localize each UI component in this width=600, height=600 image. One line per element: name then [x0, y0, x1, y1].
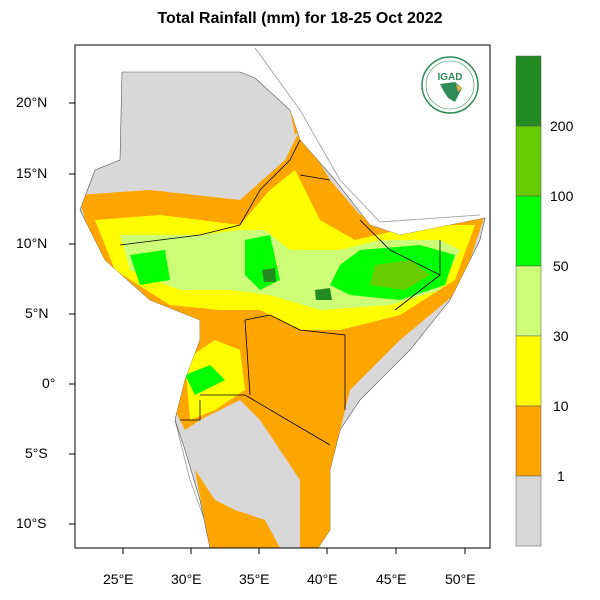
y-tick-label: 5°S — [25, 445, 48, 461]
x-tick-label: 40°E — [307, 571, 338, 587]
coastline — [254, 47, 481, 223]
y-tick-label: 0° — [42, 375, 56, 391]
colorbar-label: 10 — [553, 398, 569, 414]
rain-zone-1-10 — [195, 470, 280, 548]
colorbar-segment — [515, 265, 542, 337]
y-tick-label: 15°N — [16, 165, 48, 181]
colorbar-label: 200 — [550, 118, 574, 134]
map-frame — [74, 44, 491, 549]
x-tick-label: 35°E — [239, 571, 270, 587]
x-tick-label: 50°E — [445, 571, 476, 587]
rain-zone-100-200 — [370, 260, 430, 290]
x-tick-label: 30°E — [171, 571, 202, 587]
x-tick-label: 45°E — [376, 571, 407, 587]
rain-zone-50-100 — [185, 365, 225, 395]
colorbar-label: 100 — [550, 188, 574, 204]
colorbar-label: 50 — [553, 258, 569, 274]
colorbar-label: 1 — [557, 468, 565, 484]
svg-text:IGAD: IGAD — [438, 72, 463, 83]
y-tick-label: 5°N — [25, 305, 49, 321]
map-title: Total Rainfall (mm) for 18-25 Oct 2022 — [157, 10, 443, 27]
colorbar-segment — [515, 55, 542, 127]
y-tick-label: 20°N — [16, 94, 48, 110]
colorbar-segment — [515, 475, 542, 547]
rain-zone-200-plus — [262, 268, 276, 282]
x-tick-label: 25°E — [103, 571, 134, 587]
colorbar — [515, 55, 542, 547]
igad-emblem-icon: IGAD — [421, 56, 479, 114]
axis-ticks — [69, 102, 466, 554]
colorbar-segment — [515, 195, 542, 267]
colorbar-segment — [515, 405, 542, 477]
colorbar-segment — [515, 125, 542, 197]
rain-zone-200-plus — [315, 288, 332, 300]
y-tick-label: 10°N — [16, 235, 48, 251]
colorbar-label: 30 — [553, 328, 569, 344]
y-tick-label: 10°S — [16, 515, 47, 531]
colorbar-segment — [515, 335, 542, 407]
rain-zone-50-100 — [130, 250, 170, 285]
country-borders — [119, 139, 441, 446]
